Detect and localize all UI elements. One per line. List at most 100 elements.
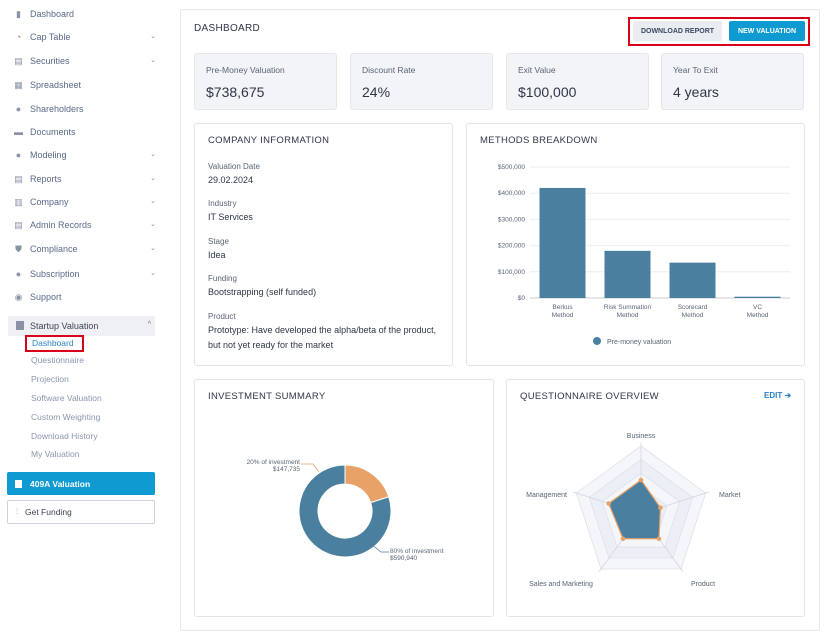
- radar-point: [656, 536, 662, 542]
- x-tick-label: Risk Summation: [604, 304, 652, 311]
- field-value: 29.02.2024: [208, 175, 254, 185]
- kpi-year-to-exit: Year To Exit 4 years: [661, 53, 804, 110]
- radar-point: [620, 536, 626, 542]
- slice-label: 20% of investment: [247, 459, 301, 466]
- sidebar-item-label: Support: [30, 292, 62, 302]
- card-title: INVESTMENT SUMMARY: [208, 391, 326, 402]
- y-tick-label: $100,000: [498, 269, 525, 276]
- 409a-valuation-button[interactable]: 409A Valuation: [7, 472, 155, 495]
- bar: [734, 296, 781, 298]
- sidebar-item-label: Securities: [30, 56, 70, 66]
- field-value: Bootstrapping (self funded): [208, 287, 317, 297]
- sidebar-item-label: Modeling: [30, 150, 67, 160]
- sidebar-item-admin-records[interactable]: ▤ Admin Records ⌄: [14, 217, 156, 233]
- sub-item-software-valuation[interactable]: Software Valuation: [31, 393, 102, 403]
- building-icon: ▥: [14, 196, 23, 207]
- radar-area: [607, 479, 662, 540]
- sidebar-group-startup-valuation[interactable]: Startup Valuation ^: [8, 316, 155, 336]
- sidebar-item-support[interactable]: ◉ Support: [14, 289, 156, 305]
- chevron-down-icon: ⌄: [150, 33, 156, 40]
- sidebar-item-label: Documents: [30, 127, 76, 137]
- kpi-pre-money: Pre-Money Valuation $738,675: [194, 53, 337, 110]
- chevron-down-icon: ⌄: [150, 57, 156, 64]
- kpi-label: Discount Rate: [362, 65, 416, 75]
- donut-slice: [298, 464, 392, 558]
- shield-icon: ⛊: [15, 243, 22, 254]
- sidebar-item-cap-table[interactable]: ◔ Cap Table ⌄: [14, 29, 156, 45]
- sidebar-item-label: Compliance: [30, 244, 78, 254]
- get-funding-button[interactable]: ⫶ Get Funding: [7, 500, 155, 524]
- bar: [539, 187, 586, 298]
- page-title: DASHBOARD: [194, 23, 261, 34]
- radar-point: [638, 477, 644, 483]
- field-label: Valuation Date: [208, 162, 260, 171]
- sidebar-item-company[interactable]: ▥ Company ⌄: [14, 194, 156, 210]
- dollar-icon: ●: [15, 268, 22, 279]
- bar: [669, 262, 716, 298]
- sub-item-my-valuation[interactable]: My Valuation: [31, 449, 80, 459]
- sidebar-item-shareholders[interactable]: ● Shareholders: [14, 101, 156, 117]
- slice-label: $147,735: [273, 466, 300, 473]
- investment-donut-chart: 20% of investment$147,735 80% of investme…: [247, 459, 444, 562]
- sidebar-item-label: Cap Table: [30, 32, 71, 42]
- slice-label: 80% of investment: [390, 548, 444, 555]
- bar: [604, 250, 651, 298]
- sidebar-item-subscription[interactable]: ● Subscription ⌄: [14, 266, 156, 282]
- sidebar-item-dashboard[interactable]: ▮ Dashboard: [14, 6, 156, 22]
- dashboard-icon: ▮: [16, 8, 21, 19]
- table-icon: ▦: [14, 79, 23, 90]
- kpi-value: 24%: [362, 84, 391, 100]
- field-label: Stage: [208, 237, 229, 246]
- field-label: Funding: [208, 274, 237, 283]
- sidebar-item-reports[interactable]: ▤ Reports ⌄: [14, 171, 156, 187]
- legend-label: Pre-money valuation: [607, 339, 671, 346]
- pie-chart-icon: ◔: [15, 31, 22, 42]
- kpi-value: 4 years: [673, 84, 719, 100]
- chevron-down-icon: ⌄: [150, 221, 156, 228]
- button-label: Get Funding: [25, 507, 72, 517]
- download-report-button[interactable]: DOWNLOAD REPORT: [633, 21, 722, 41]
- sidebar-item-label: Reports: [30, 174, 62, 184]
- sidebar-item-label: Company: [30, 197, 69, 207]
- sub-item-projection[interactable]: Projection: [31, 374, 69, 384]
- sub-item-custom-weighting[interactable]: Custom Weighting: [31, 412, 101, 422]
- x-tick-label: Method: [747, 312, 769, 319]
- field-label: Product: [208, 312, 236, 321]
- sub-item-questionnaire[interactable]: Questionnaire: [31, 355, 84, 365]
- sidebar-item-label: Shareholders: [30, 104, 84, 114]
- field-value: IT Services: [208, 212, 253, 222]
- sidebar-item-label: Subscription: [30, 269, 80, 279]
- sidebar-item-documents[interactable]: ▬ Documents: [14, 124, 156, 140]
- y-tick-label: $300,000: [498, 216, 525, 223]
- company-info-card: COMPANY INFORMATION Valuation Date 29.02…: [194, 123, 453, 366]
- chevron-down-icon: ⌄: [150, 270, 156, 277]
- sidebar-item-label: Admin Records: [30, 220, 92, 230]
- x-tick-label: Method: [617, 312, 639, 319]
- sidebar-item-spreadsheet[interactable]: ▦ Spreadsheet: [14, 77, 156, 93]
- records-icon: ▤: [14, 219, 23, 230]
- methods-card: METHODS BREAKDOWN $0 $100,000 $200,000 $300…: [466, 123, 805, 366]
- radar-point: [606, 501, 611, 506]
- document-icon: ▤: [14, 55, 23, 66]
- new-valuation-button[interactable]: NEW VALUATION: [729, 21, 805, 41]
- edit-link[interactable]: EDIT ➔: [764, 391, 792, 400]
- funding-icon: ⫶: [16, 507, 18, 516]
- chevron-down-icon: ⌄: [150, 151, 156, 158]
- sidebar-item-label: Spreadsheet: [30, 80, 82, 90]
- y-tick-label: $400,000: [498, 190, 525, 197]
- investment-card: INVESTMENT SUMMARY 20% of investment $147…: [194, 379, 494, 617]
- sub-item-download-history[interactable]: Download History: [31, 431, 98, 441]
- field-value: Idea: [208, 250, 226, 260]
- document-icon: [16, 321, 24, 330]
- y-tick-label: $500,000: [498, 164, 525, 171]
- sidebar-item-modeling[interactable]: ● Modeling ⌄: [14, 147, 156, 163]
- sidebar-item-compliance[interactable]: ⛊ Compliance ⌄: [14, 241, 156, 257]
- kpi-exit-value: Exit Value $100,000: [506, 53, 649, 110]
- radar-axis-label: Market: [719, 492, 740, 499]
- questionnaire-radar-chart: Business Market Product Sales and Marketing…: [526, 433, 740, 588]
- slice-label: $590,940: [390, 555, 417, 562]
- sidebar-item-securities[interactable]: ▤ Securities ⌄: [14, 53, 156, 69]
- leader-line: [301, 463, 320, 473]
- sub-item-dashboard[interactable]: Dashboard: [25, 335, 84, 352]
- kpi-discount-rate: Discount Rate 24%: [350, 53, 493, 110]
